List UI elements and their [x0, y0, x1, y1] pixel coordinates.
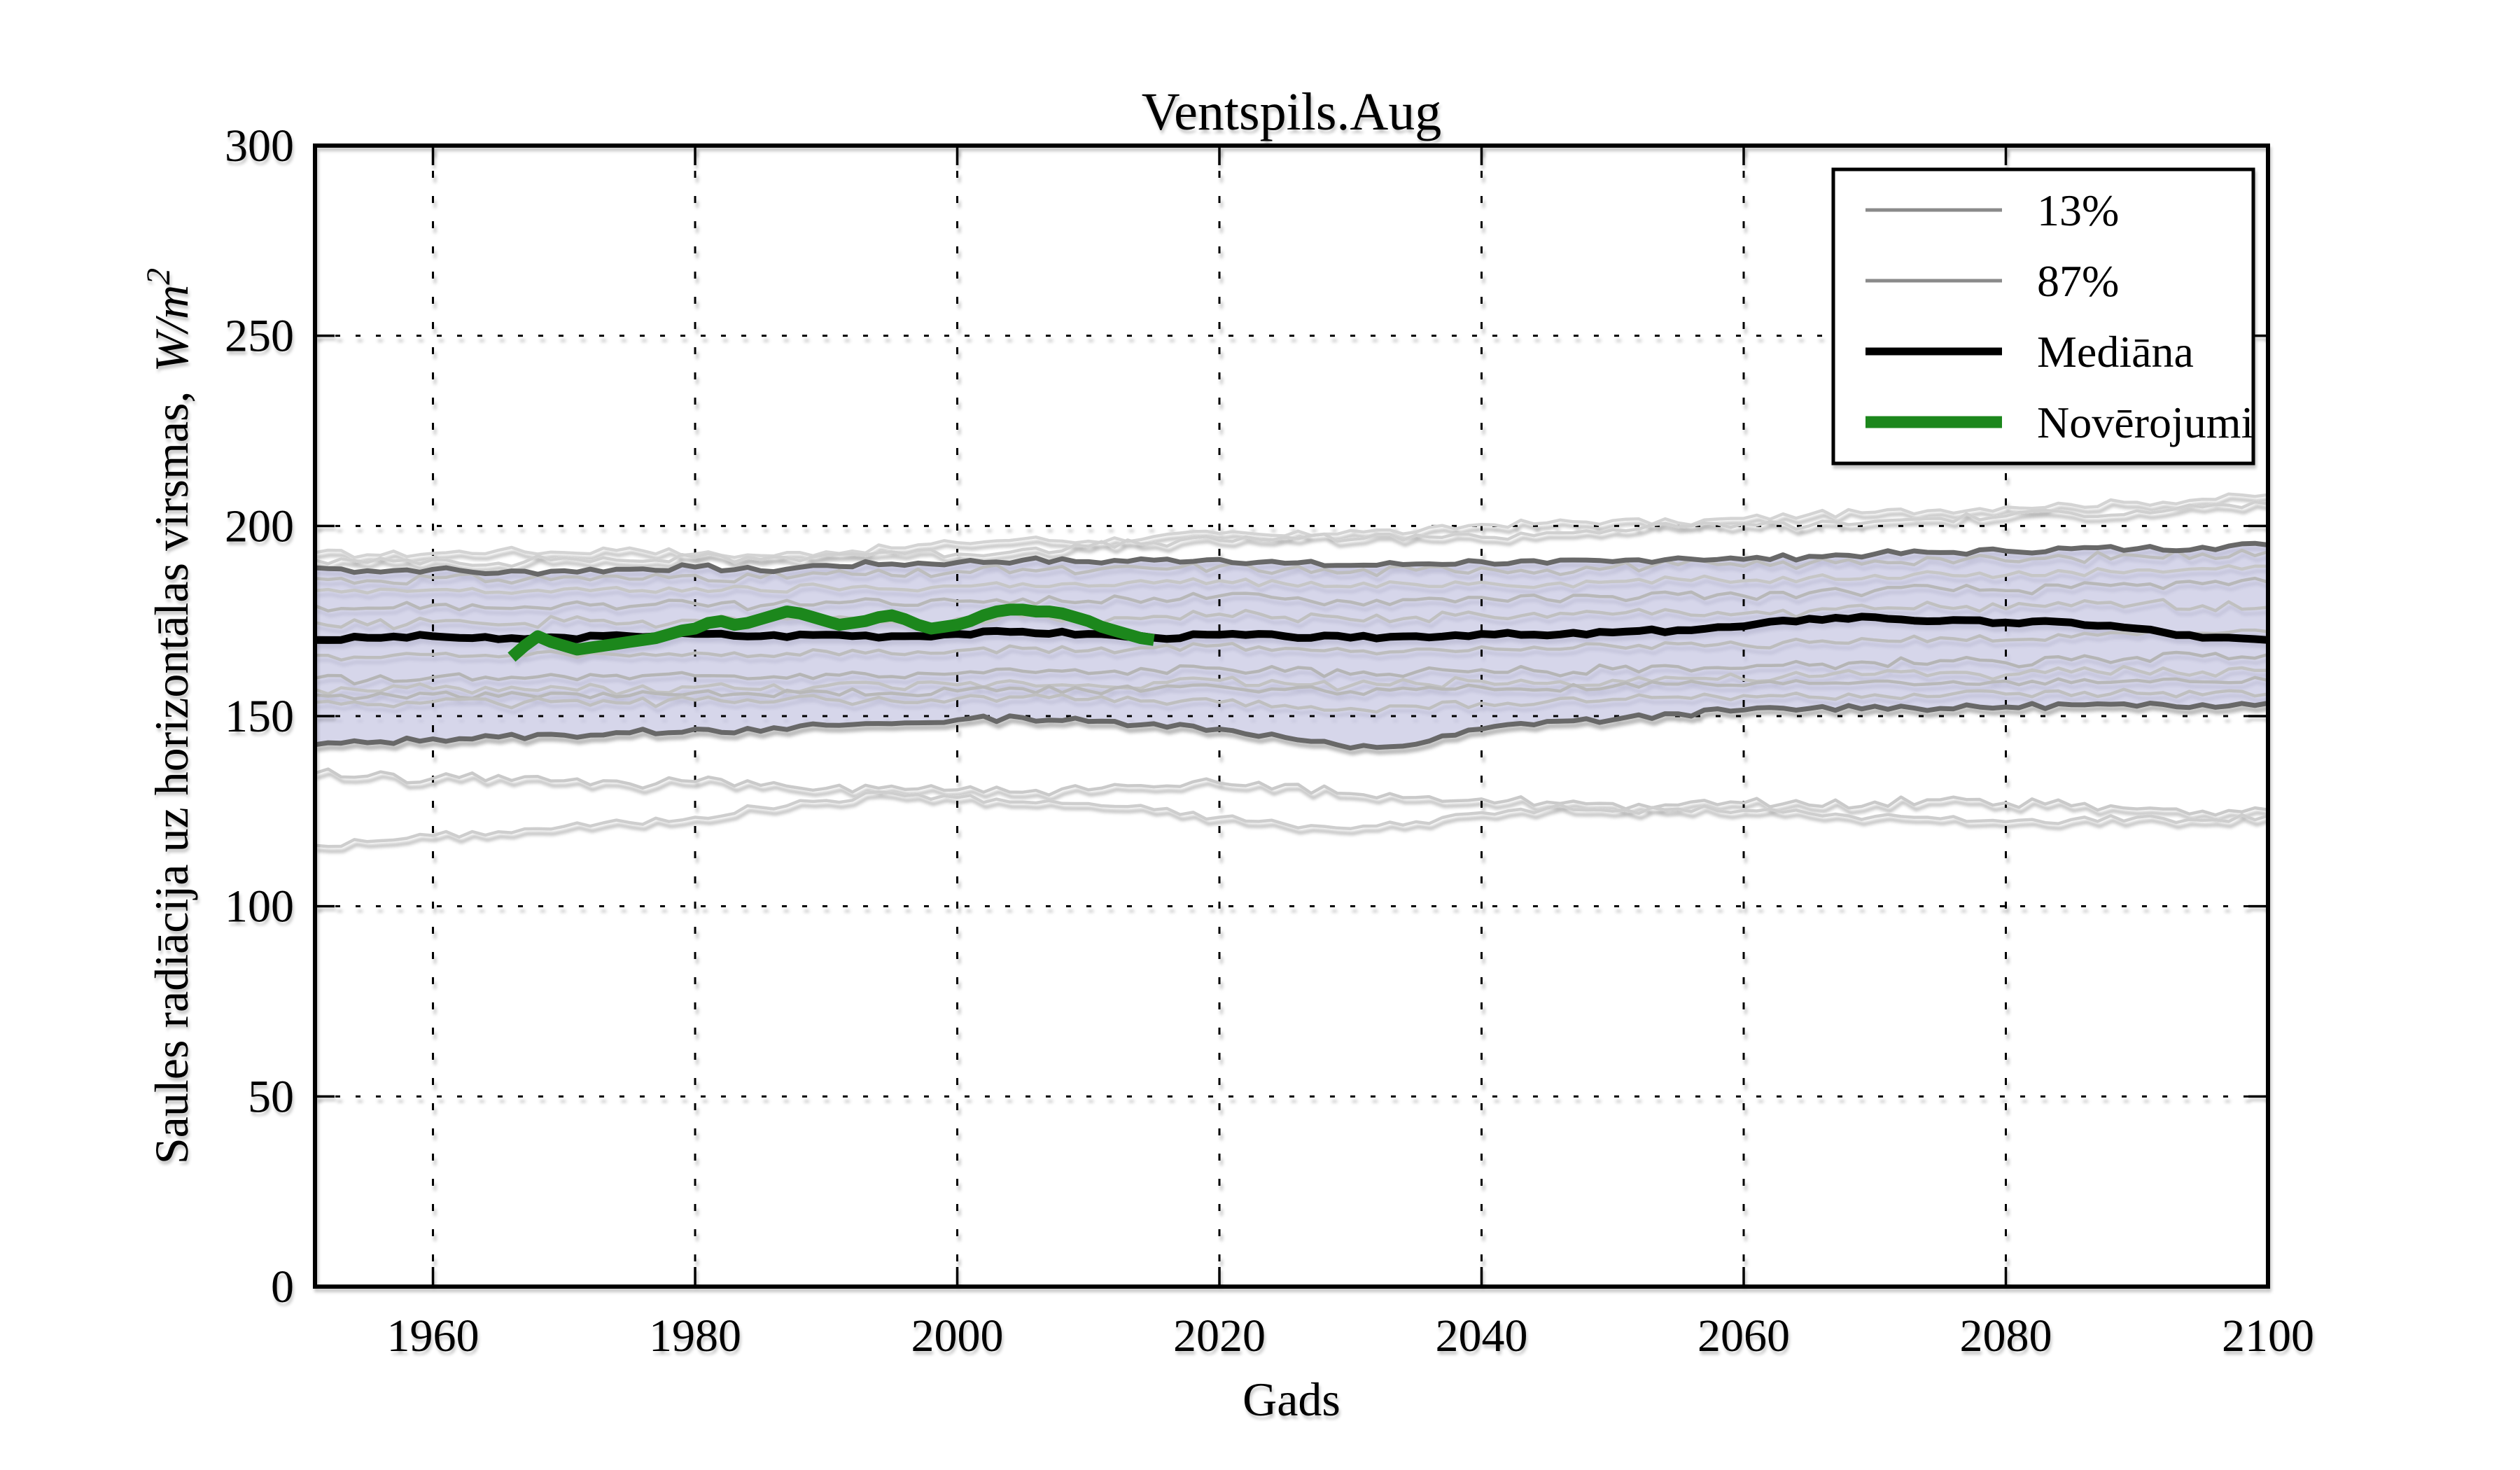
legend-label-observations: Novērojumi — [2037, 398, 2253, 447]
percentile-edge-lines — [315, 540, 2268, 751]
ensemble-member-12 — [315, 767, 2268, 817]
observations-polyline — [507, 603, 1155, 662]
ensemble-member-8 — [315, 650, 2268, 686]
legend-label-13pct: 13% — [2037, 186, 2119, 235]
y-tick-label: 250 — [225, 311, 294, 362]
y-tick-label: 0 — [271, 1261, 294, 1312]
x-axis-label: Gads — [1242, 1373, 1340, 1426]
x-tick-label: 2040 — [1436, 1310, 1528, 1362]
x-tick-label: 2020 — [1173, 1310, 1266, 1362]
x-tick-label: 2000 — [911, 1310, 1004, 1362]
observations-line — [507, 603, 1155, 662]
chart-title: Ventspils.Aug — [1142, 83, 1442, 141]
x-tick-label: 1980 — [649, 1310, 741, 1362]
ensemble-member-9 — [315, 664, 2268, 696]
legend-label-87pct: 87% — [2037, 256, 2119, 306]
y-tick-label: 150 — [225, 691, 294, 742]
ensemble-member-13 — [315, 790, 2268, 848]
x-tick-label: 2100 — [2222, 1310, 2314, 1362]
ensemble-member-1 — [315, 492, 2268, 559]
y-tick-label: 100 — [225, 881, 294, 932]
percentile-87-line — [315, 540, 2268, 577]
ensemble-member-7 — [315, 628, 2268, 662]
legend: 13% 87% Mediāna Novērojumi — [1831, 167, 2255, 465]
legend-label-median: Mediāna — [2037, 327, 2194, 377]
x-tick-label: 2060 — [1698, 1310, 1790, 1362]
y-axis-label-units-sup: 2 — [140, 268, 177, 285]
ensemble-member-lines — [315, 492, 2268, 848]
y-axis-label-units: W/m — [145, 285, 198, 372]
ensemble-member-11 — [315, 687, 2268, 714]
percentile-13-line — [315, 701, 2268, 751]
y-tick-label: 50 — [248, 1071, 294, 1122]
ensemble-member-3 — [315, 548, 2268, 586]
ensemble-member-6 — [315, 598, 2268, 631]
y-axis-label: Saules radiācija uz horizontālas virsmas… — [140, 268, 198, 1164]
ensemble-member-5 — [315, 576, 2268, 612]
y-axis-label-text: Saules radiācija uz horizontālas virsmas… — [145, 379, 198, 1165]
x-tick-label: 2080 — [1960, 1310, 2052, 1362]
x-tick-labels: 1960 1980 2000 2020 2040 2060 2080 2100 — [387, 1310, 2314, 1362]
legend-box — [1831, 167, 2255, 465]
y-tick-labels: 0 50 100 150 200 250 300 — [225, 120, 294, 1312]
ensemble-member-10 — [315, 676, 2268, 701]
ensemble-member-2 — [315, 500, 2268, 568]
axis-ticks — [315, 144, 2269, 1288]
x-tick-label: 1960 — [387, 1310, 479, 1362]
y-tick-label: 200 — [225, 500, 294, 552]
y-tick-label: 300 — [225, 120, 294, 172]
ensemble-member-4 — [315, 564, 2268, 595]
